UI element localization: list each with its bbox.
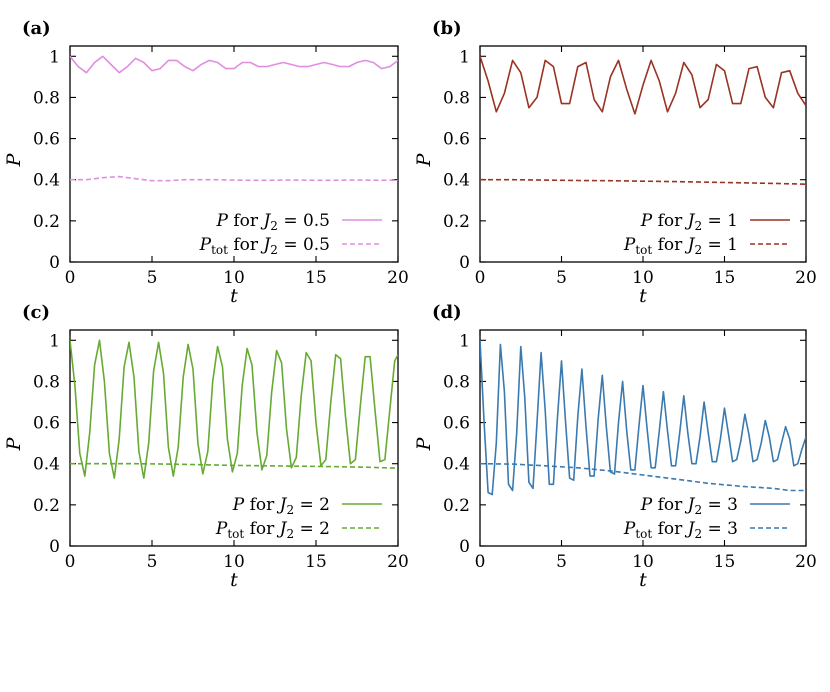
x-axis-label: t xyxy=(639,569,647,591)
x-tick-label: 10 xyxy=(632,552,654,572)
y-tick-label: 0.8 xyxy=(443,88,470,108)
x-tick-label: 0 xyxy=(65,552,76,572)
x-tick-label: 10 xyxy=(223,552,245,572)
y-tick-label: 0.6 xyxy=(443,414,470,434)
legend-entry: P for J2 = 1 xyxy=(640,211,790,233)
y-tick-label: 0 xyxy=(49,537,60,557)
y-tick-label: 0.2 xyxy=(33,496,60,516)
panel-label: (b) xyxy=(432,18,462,39)
y-tick-label: 0.6 xyxy=(33,130,60,150)
x-axis-label: t xyxy=(230,285,238,307)
y-axis-label: P xyxy=(3,152,25,167)
panel-b: (b) 0 5 10 15 20 0 0.2 0.4 0.6 0.8 1 t P P for J2 = 1P… xyxy=(413,18,817,307)
series-line-ptot xyxy=(480,462,806,492)
x-tick-label: 10 xyxy=(223,268,245,288)
y-tick-label: 0.2 xyxy=(33,212,60,232)
y-tick-label: 0.4 xyxy=(443,455,470,475)
x-tick-label: 5 xyxy=(556,268,567,288)
y-tick-label: 0.4 xyxy=(443,171,470,191)
y-tick-label: 0.8 xyxy=(443,372,470,392)
legend-entry: Ptot for J2 = 2 xyxy=(215,519,382,541)
legend-label: Ptot for J2 = 2 xyxy=(215,519,330,541)
series-line-ptot xyxy=(70,462,398,469)
x-tick-label: 20 xyxy=(795,552,817,572)
y-tick-label: 0 xyxy=(459,253,470,273)
panel-d: (d) 0 5 10 15 20 0 0.2 0.4 0.6 0.8 1 t P P for J2 = 3P… xyxy=(413,302,817,591)
y-tick-label: 1 xyxy=(459,331,470,351)
x-tick-label: 20 xyxy=(387,268,409,288)
x-tick-label: 15 xyxy=(714,268,736,288)
x-tick-label: 0 xyxy=(475,268,486,288)
y-tick-label: 0 xyxy=(49,253,60,273)
y-tick-label: 0 xyxy=(459,537,470,557)
x-tick-label: 20 xyxy=(795,268,817,288)
x-tick-label: 10 xyxy=(632,268,654,288)
panel-label: (a) xyxy=(22,18,51,39)
x-tick-label: 5 xyxy=(147,552,158,572)
y-tick-label: 0.2 xyxy=(443,212,470,232)
legend-entry: P for J2 = 2 xyxy=(232,495,382,517)
legend-label: Ptot for J2 = 0.5 xyxy=(199,235,330,257)
series-line-ptot xyxy=(480,178,806,185)
x-tick-label: 20 xyxy=(387,552,409,572)
x-tick-label: 5 xyxy=(556,552,567,572)
panel-label: (d) xyxy=(432,302,462,323)
y-axis-label: P xyxy=(413,436,435,451)
legend-label: P for J2 = 2 xyxy=(232,495,330,517)
legend-label: P for J2 = 1 xyxy=(640,211,738,233)
series-line-p xyxy=(480,56,806,115)
legend-label: Ptot for J2 = 3 xyxy=(623,519,738,541)
legend-label: P for J2 = 0.5 xyxy=(216,211,330,233)
panel-a: (a) 0 5 10 15 20 0 0.2 0.4 0.6 0.8 1 t P P for J2 = 0.… xyxy=(3,18,409,307)
series-line-p xyxy=(70,339,398,479)
legend-entry: P for J2 = 0.5 xyxy=(216,211,382,233)
x-tick-label: 15 xyxy=(305,268,327,288)
x-tick-label: 15 xyxy=(714,552,736,572)
legend-label: P for J2 = 3 xyxy=(640,495,738,517)
series-line-p xyxy=(480,340,806,496)
y-tick-label: 0.4 xyxy=(33,455,60,475)
y-tick-label: 0.2 xyxy=(443,496,470,516)
y-tick-label: 0.6 xyxy=(33,414,60,434)
panel-c: (c) 0 5 10 15 20 0 0.2 0.4 0.6 0.8 1 t P P for J2 = 2P… xyxy=(3,302,409,591)
legend-entry: P for J2 = 3 xyxy=(640,495,790,517)
legend-label: Ptot for J2 = 1 xyxy=(623,235,738,257)
series-line-ptot xyxy=(70,175,398,182)
y-tick-label: 1 xyxy=(49,47,60,67)
y-tick-label: 1 xyxy=(459,47,470,67)
y-axis-label: P xyxy=(3,436,25,451)
series-line-p xyxy=(70,55,398,74)
legend-entry: Ptot for J2 = 3 xyxy=(623,519,790,541)
y-tick-label: 0.4 xyxy=(33,171,60,191)
y-tick-label: 1 xyxy=(49,331,60,351)
legend-entry: Ptot for J2 = 1 xyxy=(623,235,790,257)
y-tick-label: 0.8 xyxy=(33,372,60,392)
x-tick-label: 0 xyxy=(65,268,76,288)
x-tick-label: 0 xyxy=(475,552,486,572)
x-tick-label: 15 xyxy=(305,552,327,572)
x-tick-label: 5 xyxy=(147,268,158,288)
panel-label: (c) xyxy=(22,302,50,323)
x-axis-label: t xyxy=(230,569,238,591)
y-tick-label: 0.8 xyxy=(33,88,60,108)
y-tick-label: 0.6 xyxy=(443,130,470,150)
legend-entry: Ptot for J2 = 0.5 xyxy=(199,235,382,257)
y-axis-label: P xyxy=(413,152,435,167)
x-axis-label: t xyxy=(639,285,647,307)
